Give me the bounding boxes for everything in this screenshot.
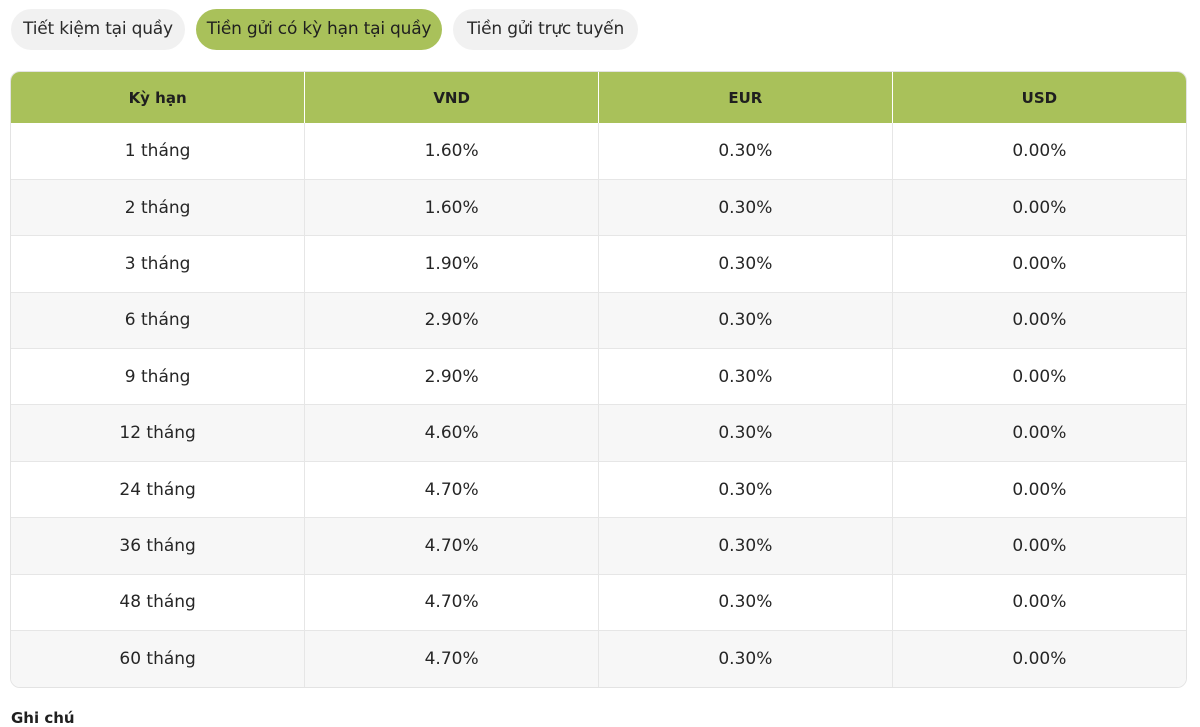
cell-term: 60 tháng — [11, 630, 305, 687]
cell-eur: 0.30% — [598, 517, 893, 575]
cell-usd: 0.00% — [891, 573, 1186, 631]
cell-eur: 0.30% — [598, 348, 893, 405]
table-row: 3 tháng 1.90% 0.30% 0.00% — [11, 235, 1186, 293]
note-heading: Ghi chú — [11, 709, 75, 727]
cell-eur: 0.30% — [598, 573, 893, 631]
cell-term: 48 tháng — [11, 573, 305, 631]
header-usd: USD — [891, 72, 1186, 123]
cell-eur: 0.30% — [598, 460, 893, 518]
cell-vnd: 1.60% — [304, 178, 599, 236]
tab-online-deposit[interactable]: Tiền gửi trực tuyến — [453, 9, 638, 50]
table-row: 60 tháng 4.70% 0.30% 0.00% — [11, 630, 1186, 687]
cell-vnd: 4.70% — [304, 573, 599, 631]
cell-usd: 0.00% — [891, 630, 1186, 687]
table-row: 24 tháng 4.70% 0.30% 0.00% — [11, 460, 1186, 518]
table-row: 36 tháng 4.70% 0.30% 0.00% — [11, 517, 1186, 575]
cell-usd: 0.00% — [891, 178, 1186, 236]
table-row: 48 tháng 4.70% 0.30% 0.00% — [11, 573, 1186, 631]
table-row: 2 tháng 1.60% 0.30% 0.00% — [11, 178, 1186, 236]
cell-vnd: 2.90% — [304, 291, 599, 349]
header-vnd: VND — [304, 72, 599, 123]
cell-eur: 0.30% — [598, 630, 893, 687]
cell-usd: 0.00% — [891, 460, 1186, 518]
cell-usd: 0.00% — [891, 404, 1186, 462]
cell-vnd: 1.60% — [304, 123, 599, 180]
cell-term: 2 tháng — [11, 178, 305, 236]
cell-vnd: 4.70% — [304, 460, 599, 518]
table-header-row: Kỳ hạn VND EUR USD — [11, 72, 1186, 123]
cell-vnd: 4.60% — [304, 404, 599, 462]
cell-vnd: 4.70% — [304, 630, 599, 687]
cell-usd: 0.00% — [891, 123, 1186, 180]
cell-usd: 0.00% — [891, 235, 1186, 293]
cell-term: 9 tháng — [11, 348, 305, 405]
cell-eur: 0.30% — [598, 178, 893, 236]
cell-usd: 0.00% — [891, 517, 1186, 575]
cell-vnd: 1.90% — [304, 235, 599, 293]
cell-eur: 0.30% — [598, 123, 893, 180]
table-row: 9 tháng 2.90% 0.30% 0.00% — [11, 348, 1186, 405]
cell-usd: 0.00% — [891, 291, 1186, 349]
table-row: 1 tháng 1.60% 0.30% 0.00% — [11, 123, 1186, 180]
table-body: 1 tháng 1.60% 0.30% 0.00% 2 tháng 1.60% 0.30% 0… — [11, 123, 1186, 687]
cell-usd: 0.00% — [891, 348, 1186, 405]
tab-savings-at-counter[interactable]: Tiết kiệm tại quầy — [11, 9, 185, 50]
cell-eur: 0.30% — [598, 235, 893, 293]
table-row: 6 tháng 2.90% 0.30% 0.00% — [11, 291, 1186, 349]
cell-term: 3 tháng — [11, 235, 305, 293]
cell-eur: 0.30% — [598, 404, 893, 462]
table-row: 12 tháng 4.60% 0.30% 0.00% — [11, 404, 1186, 462]
cell-term: 36 tháng — [11, 517, 305, 575]
cell-eur: 0.30% — [598, 291, 893, 349]
cell-term: 1 tháng — [124, 140, 191, 161]
tab-term-deposit-at-counter[interactable]: Tiền gửi có kỳ hạn tại quầy — [196, 9, 442, 50]
header-term: Kỳ hạn — [128, 88, 187, 107]
cell-term: 12 tháng — [11, 404, 305, 462]
cell-term: 6 tháng — [11, 291, 305, 349]
interest-rate-table: Kỳ hạn VND EUR USD 1 tháng 1.60% 0.30% 0.00… — [10, 71, 1187, 688]
cell-term: 24 tháng — [11, 460, 305, 518]
cell-vnd: 2.90% — [304, 348, 599, 405]
cell-vnd: 4.70% — [304, 517, 599, 575]
deposit-type-tabs: Tiết kiệm tại quầy Tiền gửi có kỳ hạn tạ… — [11, 9, 638, 50]
header-eur: EUR — [598, 72, 893, 123]
